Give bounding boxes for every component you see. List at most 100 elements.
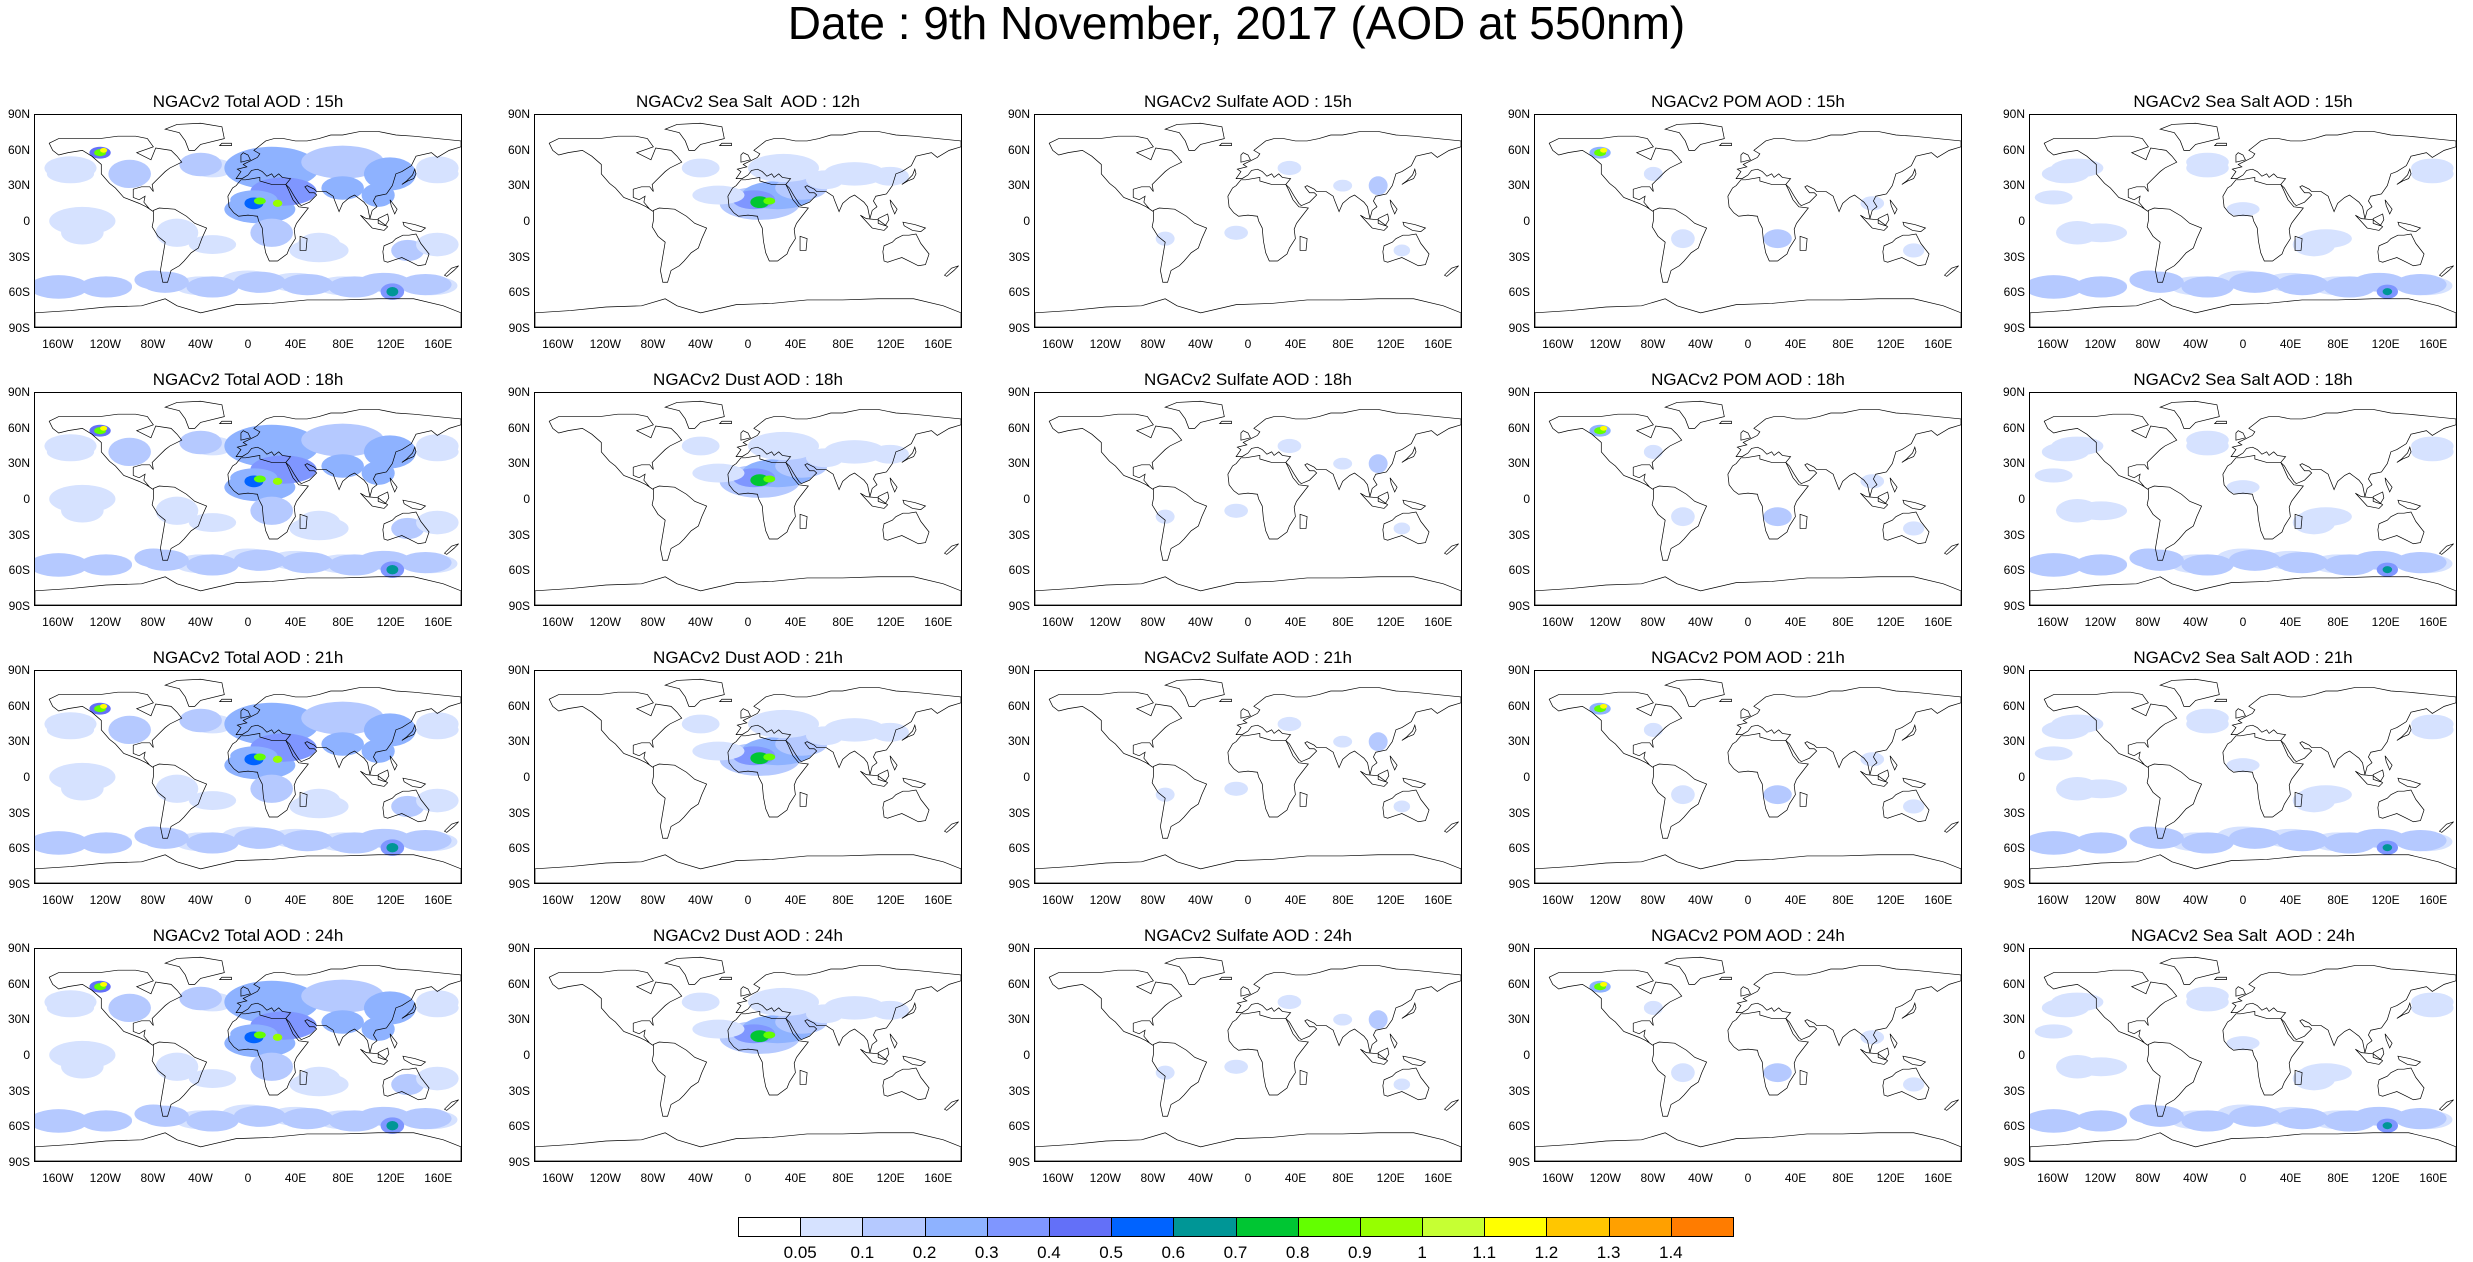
aod-patch	[871, 444, 909, 464]
aod-patch	[386, 1120, 399, 1131]
coastline	[2043, 969, 2178, 1046]
latitude-label: 0	[523, 1048, 530, 1062]
coastline	[443, 1099, 459, 1111]
aod-patch	[35, 831, 89, 855]
coastline	[902, 777, 927, 788]
coastline	[401, 1002, 417, 1019]
coastline	[2355, 770, 2384, 787]
coastline	[1664, 678, 1725, 707]
coastline	[1718, 142, 1732, 146]
longitude-label: 80W	[140, 615, 166, 629]
longitude-label: 80E	[2327, 615, 2349, 629]
latitude-label: 60N	[2002, 420, 2025, 435]
aod-patch	[1155, 1065, 1175, 1080]
map-svg	[1035, 956, 1461, 1161]
longitude-label: 80E	[332, 1171, 354, 1185]
coastline	[902, 499, 927, 510]
coastline	[1901, 1002, 1917, 1019]
latitude-label: 90S	[508, 877, 530, 891]
coastline	[2384, 1033, 2393, 1049]
coastline	[943, 265, 959, 277]
panel-title: NGACv2 POM AOD : 21h	[1651, 648, 1845, 667]
coastline	[2222, 455, 2304, 540]
aod-patch	[1671, 785, 1695, 805]
coastline	[1377, 491, 1390, 505]
coastline	[877, 1047, 890, 1061]
coastlines	[1535, 400, 1961, 605]
coastline	[1218, 976, 1232, 980]
coastline	[35, 576, 461, 605]
map-svg	[535, 122, 961, 327]
coastline	[651, 485, 708, 561]
latitude-label: 30N	[1507, 456, 1530, 471]
aod-patch	[35, 275, 89, 299]
coastline	[402, 1055, 427, 1066]
latitude-label: 60N	[1007, 698, 1030, 713]
coastline	[1218, 698, 1232, 702]
longitude-label: 160W	[2037, 893, 2069, 907]
coastline	[382, 789, 430, 823]
aod-patch	[2226, 480, 2260, 495]
aod-field	[1589, 146, 1925, 258]
aod-field	[1155, 716, 1411, 813]
longitude-label: 0	[2239, 337, 2247, 351]
aod-patch	[2030, 1109, 2084, 1133]
aod-patch	[2411, 436, 2454, 456]
longitude-label: 120W	[2084, 615, 2116, 629]
longitude-label: 80W	[640, 893, 666, 907]
latitude-label: 90S	[8, 877, 30, 891]
longitude-label: 0	[1244, 1171, 1252, 1185]
coastline	[1860, 1048, 1889, 1065]
aod-patch	[328, 554, 381, 576]
coastline	[377, 1047, 390, 1061]
coastline	[2372, 769, 2385, 783]
aod-field	[1155, 160, 1411, 257]
coastlines	[2030, 956, 2456, 1161]
latitude-label: 90N	[7, 385, 30, 399]
aod-patch	[2228, 549, 2281, 571]
aod-patch	[289, 516, 349, 541]
coastline	[860, 214, 889, 231]
aod-patch	[1671, 507, 1695, 527]
longitude-label: 80W	[1140, 893, 1166, 907]
aod-patch	[2074, 554, 2128, 576]
coastline	[2384, 755, 2393, 771]
aod-patch	[763, 197, 776, 205]
latitude-label: 90N	[1007, 107, 1030, 121]
coastline	[2355, 1048, 2384, 1065]
map-svg	[35, 956, 461, 1161]
aod-patch	[44, 990, 97, 1014]
coastline	[1882, 789, 1930, 823]
coastline	[651, 1041, 708, 1117]
aod-patch	[2186, 152, 2229, 172]
longitude-label: 80W	[1640, 1171, 1666, 1185]
latitude-label: 60S	[1508, 1119, 1530, 1134]
aod-patch	[155, 496, 199, 525]
map-panel: NGACv2 Dust AOD : 21h 90N 60N 30N 0 30S 60S 90S…	[500, 648, 1000, 915]
aod-patch	[692, 1019, 745, 1039]
longitude-label: 120E	[1376, 615, 1405, 629]
coastline	[1382, 789, 1430, 823]
panel-title: NGACv2 POM AOD : 15h	[1651, 92, 1845, 111]
coastline	[2030, 576, 2456, 605]
aod-patch	[681, 992, 720, 1012]
aod-patch	[328, 1110, 381, 1132]
longitude-label: 120W	[1589, 615, 1621, 629]
coastline	[901, 1002, 917, 1019]
coastlines	[1535, 122, 1961, 327]
coastline	[535, 854, 961, 883]
latitude-label: 0	[1523, 770, 1530, 784]
coastline	[48, 413, 183, 490]
longitude-label: 0	[244, 337, 252, 351]
longitude-label: 120W	[1089, 893, 1121, 907]
aod-patch	[250, 496, 293, 525]
colorbar-label: 1.4	[1658, 1243, 1683, 1262]
coastline	[164, 122, 225, 151]
latitude-label: 90N	[1007, 385, 1030, 399]
aod-patch	[2181, 554, 2234, 576]
coastline	[35, 854, 461, 883]
colorbar-label: 0.05	[783, 1243, 817, 1262]
coastline	[901, 446, 917, 463]
map-panel: NGACv2 Total AOD : 18h 90N 60N 30N 0 30S 60S 90…	[0, 370, 500, 637]
aod-patch	[2034, 1024, 2073, 1039]
